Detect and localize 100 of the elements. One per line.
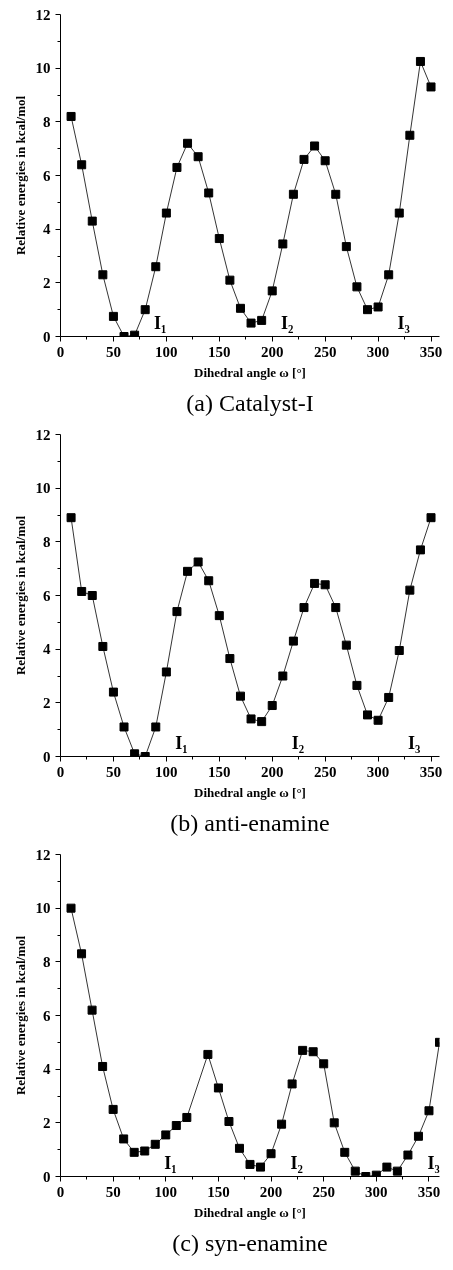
point xyxy=(77,949,87,959)
x-tick-label: 200 xyxy=(260,343,284,360)
point xyxy=(77,586,87,596)
point xyxy=(119,722,129,732)
point xyxy=(204,188,214,198)
point xyxy=(108,1104,118,1114)
point xyxy=(320,580,330,590)
point xyxy=(66,903,76,913)
point xyxy=(373,302,383,312)
y-tick-label: 12 xyxy=(35,426,51,443)
x-tick-label: 350 xyxy=(419,763,443,780)
y-tick-label: 2 xyxy=(43,694,51,711)
point xyxy=(310,141,320,151)
point xyxy=(172,162,182,172)
text: (a) Catalyst-I xyxy=(186,389,314,416)
y-tick-label: 12 xyxy=(35,6,51,23)
x-tick-label: 50 xyxy=(105,343,121,360)
x-tick-label: 300 xyxy=(366,343,390,360)
point xyxy=(426,513,436,523)
point xyxy=(415,56,425,66)
point xyxy=(329,1118,339,1128)
point xyxy=(234,1143,244,1153)
point xyxy=(66,513,76,523)
point xyxy=(384,692,394,702)
point xyxy=(341,242,351,252)
annotation: I₃ xyxy=(408,732,422,753)
point xyxy=(426,82,436,92)
point xyxy=(151,262,161,272)
point xyxy=(352,282,362,292)
annotation: I₂ xyxy=(290,1152,303,1173)
point xyxy=(150,1139,160,1149)
point xyxy=(246,714,256,724)
point xyxy=(119,1134,129,1144)
annotation: I₁ xyxy=(154,312,167,333)
point xyxy=(257,315,267,325)
y-tick-label: 0 xyxy=(43,748,51,765)
point xyxy=(298,1045,308,1055)
point xyxy=(288,189,298,199)
point xyxy=(77,160,87,170)
point xyxy=(140,1146,150,1156)
point xyxy=(87,591,97,600)
point xyxy=(171,1121,181,1131)
point xyxy=(203,1049,213,1059)
point xyxy=(129,1147,139,1157)
point xyxy=(213,1083,223,1093)
point xyxy=(161,208,171,218)
point xyxy=(394,208,404,218)
point xyxy=(246,318,256,328)
point xyxy=(331,189,341,199)
point xyxy=(384,270,394,280)
point xyxy=(87,216,97,226)
point xyxy=(256,1162,266,1172)
y-tick-label: 8 xyxy=(43,953,51,970)
x-tick-label: 250 xyxy=(313,343,337,360)
x-tick-label: 100 xyxy=(155,343,178,360)
point xyxy=(225,275,235,285)
point xyxy=(405,585,415,595)
x-tick-label: 200 xyxy=(259,1183,283,1200)
point xyxy=(267,286,277,296)
x-tick-label: 200 xyxy=(260,763,284,780)
point xyxy=(424,1106,434,1116)
y-tick-label: 12 xyxy=(35,846,51,863)
point xyxy=(214,234,224,244)
x-tick-label: 50 xyxy=(105,763,121,780)
y-tick-label: 0 xyxy=(43,1168,51,1185)
point xyxy=(98,641,108,651)
point xyxy=(204,576,214,586)
point xyxy=(382,1162,392,1172)
text: (c) syn-enamine xyxy=(172,1229,328,1256)
x-tick-label: 300 xyxy=(366,763,390,780)
x-axis-title: Dihedral angle ω [°] xyxy=(194,784,306,800)
point xyxy=(161,667,171,677)
point xyxy=(245,1159,255,1169)
x-tick-label: 100 xyxy=(155,763,178,780)
point xyxy=(415,545,425,555)
point xyxy=(340,1147,350,1157)
point xyxy=(299,154,309,164)
point xyxy=(108,311,118,321)
x-tick-label: 0 xyxy=(56,763,65,780)
point xyxy=(66,111,76,121)
annotation: I₃ xyxy=(427,1152,441,1173)
x-tick-label: 350 xyxy=(419,343,443,360)
annotation: I₃ xyxy=(397,312,411,333)
point xyxy=(405,130,415,140)
point xyxy=(288,636,298,646)
y-axis-title: Relative energies in kcal/mol xyxy=(12,935,28,1096)
point xyxy=(392,1166,402,1176)
y-axis-title: Relative energies in kcal/mol xyxy=(12,515,28,676)
y-tick-label: 2 xyxy=(43,1114,51,1131)
y-tick-label: 10 xyxy=(35,480,51,497)
annotation: I₂ xyxy=(291,732,305,753)
point xyxy=(161,1130,171,1140)
x-axis-title: Dihedral angle ω [°] xyxy=(194,364,306,380)
x-tick-label: 350 xyxy=(417,1183,441,1200)
x-tick-label: 150 xyxy=(208,343,231,360)
point xyxy=(193,152,203,162)
y-tick-label: 4 xyxy=(43,641,51,658)
y-axis-title: Relative energies in kcal/mol xyxy=(12,95,28,256)
point xyxy=(319,1059,329,1069)
point xyxy=(98,270,108,280)
